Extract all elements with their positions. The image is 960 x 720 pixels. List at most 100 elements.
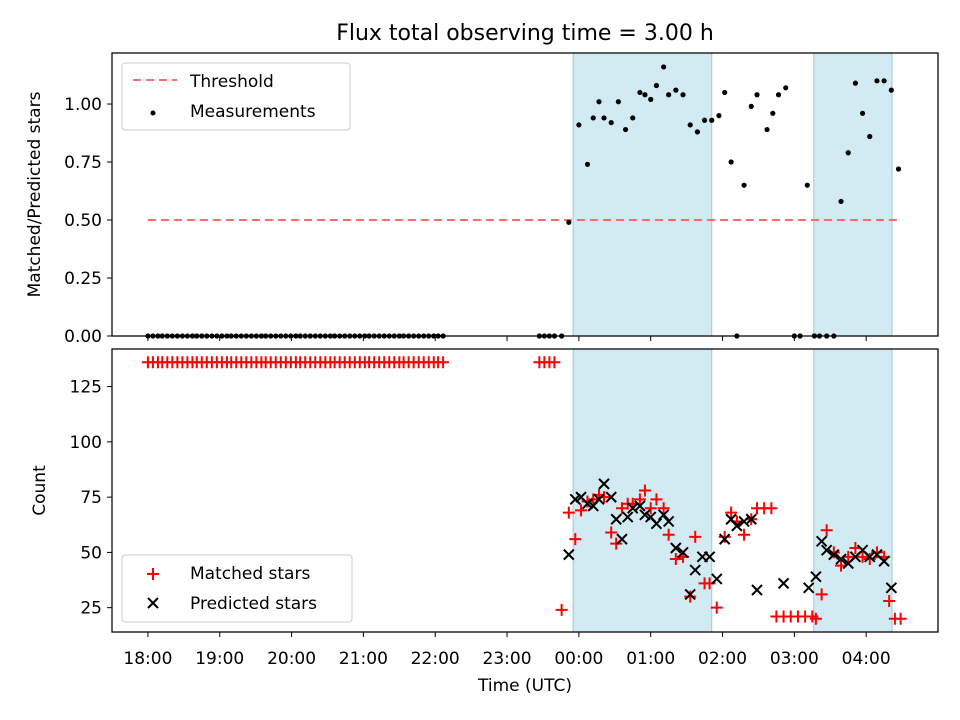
x-tick-label: 02:00 [698,649,747,669]
legend-matched-label: Matched stars [190,564,310,584]
chart-title: Flux total observing time = 3.00 h [336,21,714,46]
matched-star-point [650,493,663,506]
top-y-axis-label: Matched/Predicted stars [25,91,45,297]
matched-star-point [815,588,828,601]
matched-star-point [894,612,907,625]
measurement-point [722,89,728,96]
predicted-star-point [689,564,701,576]
predicted-star-point [810,571,822,583]
matched-star-point [809,612,822,625]
predicted-star-point [718,533,731,545]
predicted-star-point [657,509,670,521]
predicted-star-point [803,582,815,594]
top-y-tick-label: 0.50 [64,211,102,231]
predicted-star-point [598,478,610,490]
measurement-point [775,92,782,98]
measurement-point [576,122,582,128]
measurement-point [666,92,672,98]
legend-predicted-swatch [147,597,159,609]
predicted-star-point [885,582,898,594]
legend-predicted-label: Predicted stars [190,594,317,614]
matched-star-point [575,504,588,517]
bottom-shaded-interval [813,348,893,633]
matched-star-point [657,502,670,515]
predicted-star-point [662,515,675,528]
bottom-y-tick-label: 125 [70,378,102,398]
predicted-star-point [751,584,763,596]
measurement-point [601,115,607,121]
measurement-point [804,182,810,188]
measurement-point [630,115,636,121]
measurement-point [748,103,754,109]
measurement-point [845,150,851,156]
top-legend: Threshold Measurements [121,62,351,131]
measurement-point [754,92,760,98]
x-axis-label: Time (UTC) [477,676,572,696]
predicted-star-point [605,491,617,503]
measurement-point [622,126,629,133]
bottom-y-tick-label: 100 [70,433,102,453]
legend-measurements-label: Measurements [190,102,316,122]
x-tick-label: 20:00 [267,649,316,669]
top-y-tick-label: 1.00 [64,95,102,115]
measurement-point [709,117,715,123]
matched-star-point [562,506,575,519]
measurement-point [716,113,722,119]
predicted-star-point [634,500,646,512]
bottom-legend-box [121,554,353,623]
predicted-star-point [864,551,876,563]
x-tick-label: 22:00 [411,649,460,669]
bottom-y-tick-label: 50 [80,543,102,563]
matched-star-point [633,493,646,506]
matched-star-point [644,502,657,515]
matched-star-point [684,590,697,603]
predicted-star-point [616,533,628,545]
predicted-star-point [711,573,723,585]
predicted-star-point [703,551,716,563]
measurement-point [881,78,887,84]
matched-star-point [718,530,731,543]
matched-star-point [437,356,450,369]
x-tick-label: 23:00 [483,649,532,669]
measurement-point [770,110,776,116]
x-tick-label: 04:00 [842,649,891,669]
top-plot-frame [111,52,939,337]
shaded-intervals [572,52,893,633]
predicted-star-point [593,493,605,506]
top-y-tick-label: 0.25 [64,269,102,289]
measurement-point [852,80,859,86]
x-tick-label: 19:00 [195,649,244,669]
top-y-tick-label: 0.00 [64,327,102,347]
predicted-star-point [622,511,634,523]
x-tick-label: 03:00 [770,649,819,669]
measurement-point [741,182,747,188]
measurement-point [701,117,708,123]
predicted-star-point [820,544,833,556]
matched-star-point [710,601,723,614]
measurement-point [653,82,660,89]
x-tick-label: 01:00 [626,649,675,669]
measurement-point [687,122,693,128]
matched-star-point [725,506,738,519]
measurement-point [661,64,667,70]
measurement-point [874,78,880,84]
measurement-point [783,85,789,91]
predicted-star-point [627,502,639,514]
matched-star-point [856,550,869,563]
predicted-star-point [670,542,682,554]
measurement-point [566,219,572,225]
bottom-y-axis-label: Count [30,465,50,516]
bottom-legend: Matched stars Predicted stars [121,554,353,623]
measurement-point [694,129,700,135]
matched-star-point [765,502,778,515]
matched-star-point [689,530,702,543]
matched-star-point [738,528,751,541]
matched-star-point [581,495,594,508]
matched-star-point [883,595,896,608]
measurement-point [584,161,591,167]
measurement-point [888,87,894,93]
measurement-point [590,115,596,121]
bottom-plot-frame [111,348,939,633]
predicted-star-point [777,577,790,590]
